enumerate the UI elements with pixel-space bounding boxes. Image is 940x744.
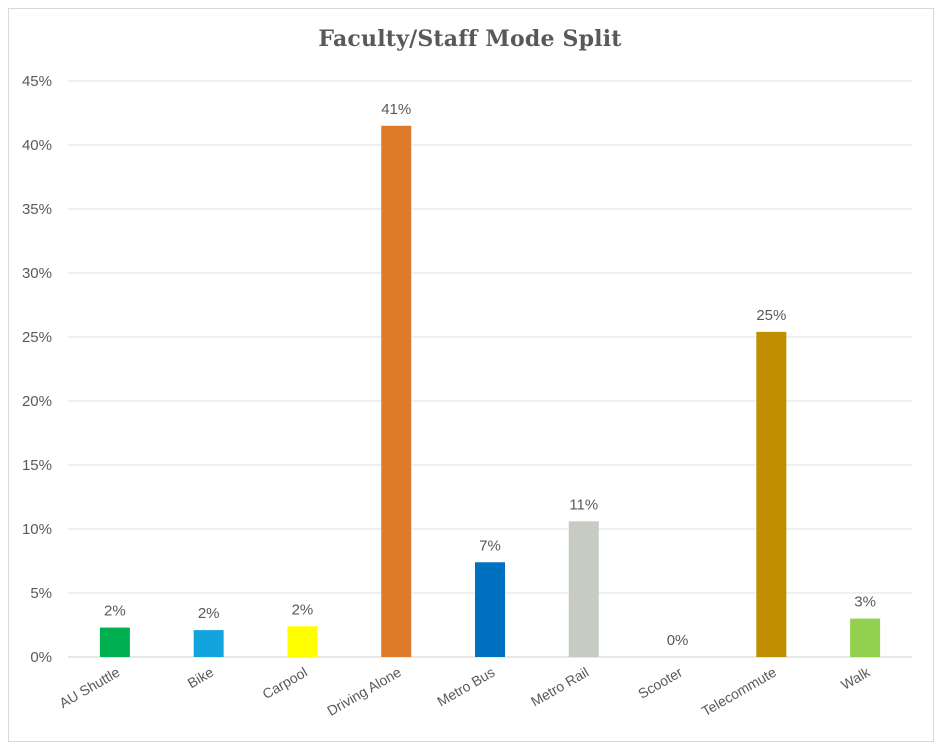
y-tick-label: 30% xyxy=(22,265,52,282)
y-tick-label: 15% xyxy=(22,457,52,474)
y-tick-label: 45% xyxy=(22,73,52,90)
x-tick-label: Metro Bus xyxy=(434,664,497,710)
x-tick-label: AU Shuttle xyxy=(56,664,122,711)
data-label: 2% xyxy=(104,603,126,620)
bar xyxy=(381,125,412,658)
x-tick-label: Driving Alone xyxy=(324,664,404,719)
y-tick-label: 0% xyxy=(30,649,52,666)
chart-title: Faculty/Staff Mode Split xyxy=(318,26,622,52)
bar xyxy=(756,331,787,657)
data-label: 0% xyxy=(667,632,689,649)
data-label: 11% xyxy=(569,496,598,513)
y-tick-label: 10% xyxy=(22,521,52,538)
y-tick-label: 20% xyxy=(22,393,52,410)
data-label: 25% xyxy=(756,307,786,324)
bar xyxy=(475,562,505,657)
bar xyxy=(850,618,881,657)
y-tick-label: 5% xyxy=(30,585,52,602)
x-tick-label: Metro Rail xyxy=(528,664,591,710)
data-label: 2% xyxy=(198,605,220,622)
y-tick-label: 35% xyxy=(22,201,52,218)
bar xyxy=(193,630,224,657)
x-tick-label: Telecommute xyxy=(699,664,779,720)
bar xyxy=(99,627,130,657)
data-label: 3% xyxy=(854,594,876,611)
data-label: 7% xyxy=(479,537,501,554)
x-tick-label: Carpool xyxy=(259,664,309,702)
bar xyxy=(287,626,318,657)
x-tick-label: Bike xyxy=(185,664,217,692)
y-tick-label: 25% xyxy=(22,329,52,346)
bar xyxy=(568,521,599,657)
y-tick-label: 40% xyxy=(22,137,52,154)
x-tick-label: Scooter xyxy=(635,664,685,702)
data-label: 41% xyxy=(381,101,411,118)
x-tick-label: Walk xyxy=(838,663,873,693)
data-label: 2% xyxy=(292,601,314,618)
